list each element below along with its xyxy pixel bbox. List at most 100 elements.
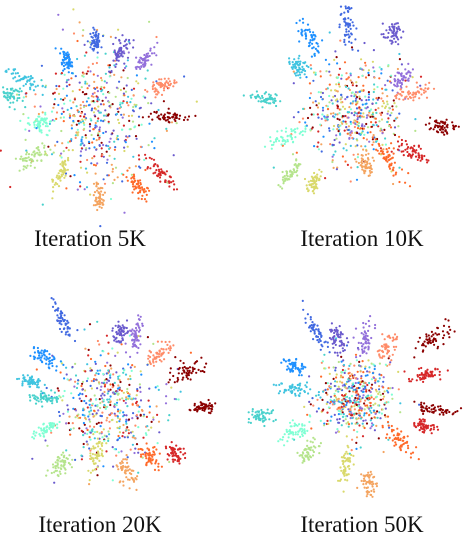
embedding-point (396, 148, 400, 151)
embedding-point (293, 388, 296, 391)
embedding-point (398, 52, 401, 56)
embedding-point (60, 63, 64, 66)
embedding-point (144, 168, 147, 172)
embedding-point (356, 115, 359, 118)
embedding-point (47, 145, 50, 148)
embedding-point (16, 79, 20, 82)
embedding-point (51, 426, 54, 429)
embedding-point (87, 97, 90, 100)
embedding-point (91, 107, 94, 110)
embedding-point (93, 437, 96, 440)
embedding-point (115, 54, 118, 57)
embedding-point (103, 385, 106, 388)
embedding-point (90, 95, 93, 98)
embedding-point (83, 93, 86, 96)
embedding-point (79, 166, 83, 169)
embedding-point (70, 124, 73, 127)
embedding-point (315, 410, 318, 413)
embedding-point (410, 146, 413, 149)
embedding-point (270, 410, 273, 413)
embedding-point (144, 432, 147, 435)
embedding-point (338, 132, 342, 135)
embedding-point (149, 355, 152, 359)
embedding-point (84, 347, 87, 350)
embedding-point (132, 155, 135, 158)
embedding-point (374, 117, 377, 120)
embedding-point (342, 359, 345, 362)
embedding-point (146, 166, 149, 169)
embedding-point (312, 46, 315, 49)
embedding-point (100, 415, 103, 418)
embedding-point (121, 180, 124, 183)
embedding-point (14, 72, 17, 75)
embedding-point (361, 115, 364, 118)
embedding-point (188, 366, 192, 369)
embedding-point (343, 40, 346, 44)
embedding-point (120, 49, 123, 52)
embedding-point (251, 413, 254, 416)
embedding-point (370, 383, 374, 386)
embedding-point (97, 109, 100, 112)
embedding-point (83, 127, 86, 130)
embedding-point (50, 362, 54, 365)
embedding-point (81, 393, 84, 396)
embedding-point (347, 25, 350, 29)
embedding-point (128, 468, 131, 471)
embedding-point (139, 67, 142, 70)
embedding-point (175, 188, 179, 191)
embedding-point (432, 404, 435, 407)
embedding-point (295, 21, 298, 25)
embedding-point (15, 89, 18, 92)
embedding-point (60, 72, 64, 75)
embedding-point (157, 469, 160, 472)
embedding-point (55, 397, 58, 400)
embedding-point (51, 396, 54, 399)
embedding-point (326, 108, 330, 111)
embedding-point (174, 356, 177, 359)
embedding-point (389, 114, 392, 117)
embedding-point (364, 367, 367, 370)
embedding-point (277, 184, 280, 187)
embedding-point (298, 132, 301, 135)
embedding-point (67, 461, 70, 465)
embedding-point (351, 401, 354, 404)
embedding-point (93, 394, 96, 397)
embedding-point (96, 51, 99, 54)
embedding-point (107, 379, 111, 382)
embedding-point (272, 141, 276, 144)
embedding-point (316, 113, 319, 116)
embedding-point (132, 177, 136, 180)
embedding-point (134, 135, 138, 138)
embedding-point (293, 424, 296, 428)
embedding-point (65, 449, 68, 452)
embedding-point (326, 114, 329, 117)
embedding-point (304, 384, 307, 387)
embedding-point (358, 424, 361, 427)
embedding-point (118, 333, 122, 336)
embedding-point (319, 331, 322, 334)
embedding-point (100, 79, 103, 82)
embedding-point (317, 91, 320, 94)
embedding-point (299, 370, 302, 373)
embedding-point (170, 181, 173, 184)
embedding-point (337, 76, 340, 79)
embedding-point (79, 416, 82, 419)
embedding-point (360, 479, 363, 482)
embedding-point (165, 170, 168, 173)
embedding-point (96, 56, 99, 59)
embedding-point (366, 406, 369, 409)
embedding-point (204, 407, 207, 410)
embedding-point (84, 416, 87, 420)
embedding-point (123, 62, 126, 65)
embedding-point (113, 448, 116, 451)
embedding-point (93, 468, 97, 471)
embedding-point (56, 462, 59, 465)
embedding-point (89, 117, 92, 120)
embedding-point (341, 371, 344, 374)
embedding-point (321, 106, 325, 109)
embedding-point (422, 412, 425, 415)
embedding-point (359, 446, 362, 449)
embedding-point (55, 464, 58, 468)
embedding-point (74, 362, 77, 365)
embedding-point (365, 138, 368, 141)
